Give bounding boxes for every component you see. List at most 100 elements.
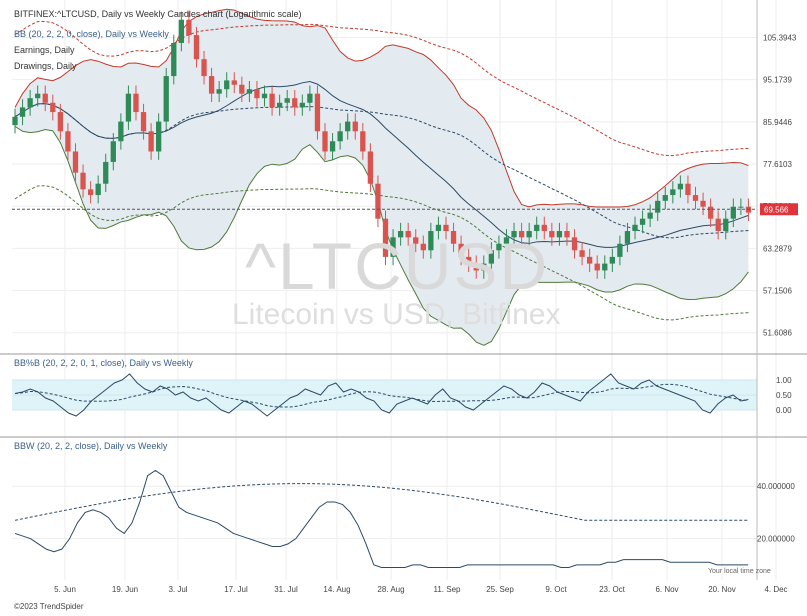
candle-body xyxy=(50,102,56,113)
candle-body xyxy=(246,89,253,94)
bbw-label[interactable]: BBW (20, 2, 2, close), Daily vs Weekly xyxy=(14,441,168,451)
pctb-tick-label: 1.00 xyxy=(776,376,792,385)
y-tick-label: 105.3943 xyxy=(763,33,797,42)
candle-body xyxy=(670,189,676,196)
candle-body xyxy=(707,206,714,219)
candle-body xyxy=(133,93,139,113)
bollinger-upper-band xyxy=(14,8,749,208)
candle-body xyxy=(700,200,706,207)
candle-body xyxy=(692,195,699,201)
bollinger-band-fill xyxy=(15,9,749,346)
drawings-label[interactable]: Drawings, Daily xyxy=(14,61,77,71)
candle-body xyxy=(624,231,631,244)
candle-body xyxy=(42,93,48,103)
candle-body xyxy=(473,263,479,271)
x-tick-label: 28. Aug xyxy=(377,585,404,594)
candle-body xyxy=(87,189,94,196)
timezone-note: Your local time zone xyxy=(708,568,771,575)
earnings-label[interactable]: Earnings, Daily xyxy=(14,45,75,55)
pctb-tick-label: 0.00 xyxy=(776,406,792,415)
candle-body xyxy=(466,256,472,264)
candle-body xyxy=(609,256,615,264)
candle-body xyxy=(254,89,260,99)
y-tick-label: 63.2879 xyxy=(763,244,792,253)
bbw-weekly-line xyxy=(14,483,749,521)
candle-body xyxy=(12,116,18,126)
bb-indicator-label[interactable]: BB (20, 2, 2, 0, close), Daily vs Weekly xyxy=(14,29,169,39)
candle-body xyxy=(655,200,661,213)
candle-body xyxy=(602,263,608,271)
percent-b-line xyxy=(14,373,749,417)
x-tick-label: 23. Oct xyxy=(599,585,626,594)
y-tick-label: 95.1739 xyxy=(763,76,792,85)
x-tick-label: 6. Nov xyxy=(655,585,678,594)
candle-body xyxy=(314,93,321,132)
candle-body xyxy=(216,89,222,94)
candle-body xyxy=(518,231,525,238)
candle-body xyxy=(345,121,351,132)
candle-body xyxy=(443,224,449,232)
candle-body xyxy=(186,19,192,36)
candle-body xyxy=(27,98,33,108)
candle-body xyxy=(685,183,691,196)
candle-body xyxy=(450,231,457,244)
candle-body xyxy=(284,98,290,103)
candle-body xyxy=(140,112,147,132)
x-tick-label: 9. Oct xyxy=(545,585,567,594)
copyright: ©2023 TrendSpider xyxy=(14,602,84,611)
candle-body xyxy=(156,121,162,152)
candle-body xyxy=(617,243,623,257)
x-tick-label: 14. Aug xyxy=(323,585,350,594)
candle-body xyxy=(594,263,600,271)
bb-percent-b-label[interactable]: BB%B (20, 2, 2, 0, 1, close), Daily vs W… xyxy=(14,358,193,368)
candle-body xyxy=(329,141,336,152)
candle-body xyxy=(503,237,510,244)
percent-b-weekly xyxy=(14,383,749,408)
x-tick-label: 11. Sep xyxy=(434,585,462,594)
x-tick-label: 17. Jul xyxy=(224,585,248,594)
x-tick-label: 25. Sep xyxy=(486,585,514,594)
candle-body xyxy=(730,206,736,219)
bbw-tick-label: 40.000000 xyxy=(757,482,795,491)
candle-body xyxy=(118,121,124,142)
bollinger-lower-band xyxy=(14,125,749,346)
candle-body xyxy=(397,231,404,238)
candle-body xyxy=(481,263,487,271)
candle-body xyxy=(435,224,442,232)
candle-body xyxy=(148,131,154,152)
price-panel xyxy=(12,8,757,346)
last-price-badge xyxy=(760,203,798,216)
candle-body xyxy=(428,231,434,251)
watermark-symbol: ^LTCUSD xyxy=(245,229,550,303)
candle-body xyxy=(239,84,245,94)
candle-body xyxy=(80,172,86,190)
candle-body xyxy=(307,93,313,103)
candle-body xyxy=(292,98,298,108)
candle-body xyxy=(269,93,275,108)
candle-body xyxy=(488,250,495,264)
candle-body xyxy=(639,218,646,225)
candle-body xyxy=(72,151,79,173)
candle-body xyxy=(390,237,396,257)
bbw-panel xyxy=(12,469,757,569)
candle-body xyxy=(541,224,547,232)
candle-body xyxy=(276,102,283,108)
candle-body xyxy=(231,80,237,85)
candle-body xyxy=(556,231,563,238)
candle-body xyxy=(375,183,381,219)
candle-body xyxy=(178,19,184,43)
x-tick-label: 20. Nov xyxy=(708,585,736,594)
chart-title: BITFINEX:^LTCUSD, Daily vs Weekly Candle… xyxy=(14,9,302,19)
candle-body xyxy=(110,141,116,162)
candle-body xyxy=(299,102,305,108)
bb-percent-b-panel xyxy=(12,373,757,417)
last-price-label: 69.566 xyxy=(764,205,789,214)
candle-body xyxy=(367,151,374,184)
candle-body xyxy=(715,218,721,232)
candle-body xyxy=(224,80,230,90)
pctb-tick-label: 0.50 xyxy=(776,391,792,400)
candle-body xyxy=(337,131,343,142)
candle-body xyxy=(579,250,585,257)
y-tick-label: 77.6103 xyxy=(763,160,792,169)
